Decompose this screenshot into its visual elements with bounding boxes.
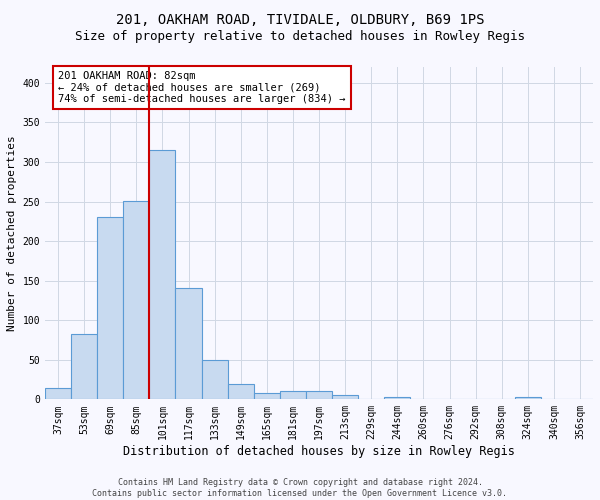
Text: 201, OAKHAM ROAD, TIVIDALE, OLDBURY, B69 1PS: 201, OAKHAM ROAD, TIVIDALE, OLDBURY, B69… — [116, 12, 484, 26]
Bar — [97, 216, 123, 400]
Bar — [202, 360, 227, 400]
Bar — [227, 384, 254, 400]
Bar — [515, 397, 541, 400]
Bar — [332, 396, 358, 400]
Bar — [254, 393, 280, 400]
Bar — [123, 200, 149, 400]
Bar — [175, 288, 202, 400]
Text: Size of property relative to detached houses in Rowley Regis: Size of property relative to detached ho… — [75, 30, 525, 43]
Text: Contains HM Land Registry data © Crown copyright and database right 2024.
Contai: Contains HM Land Registry data © Crown c… — [92, 478, 508, 498]
Bar — [280, 392, 306, 400]
Bar — [306, 392, 332, 400]
Bar — [45, 388, 71, 400]
Text: 201 OAKHAM ROAD: 82sqm
← 24% of detached houses are smaller (269)
74% of semi-de: 201 OAKHAM ROAD: 82sqm ← 24% of detached… — [58, 71, 346, 104]
Y-axis label: Number of detached properties: Number of detached properties — [7, 136, 17, 331]
Bar — [149, 150, 175, 400]
X-axis label: Distribution of detached houses by size in Rowley Regis: Distribution of detached houses by size … — [123, 445, 515, 458]
Bar — [71, 334, 97, 400]
Bar — [384, 397, 410, 400]
